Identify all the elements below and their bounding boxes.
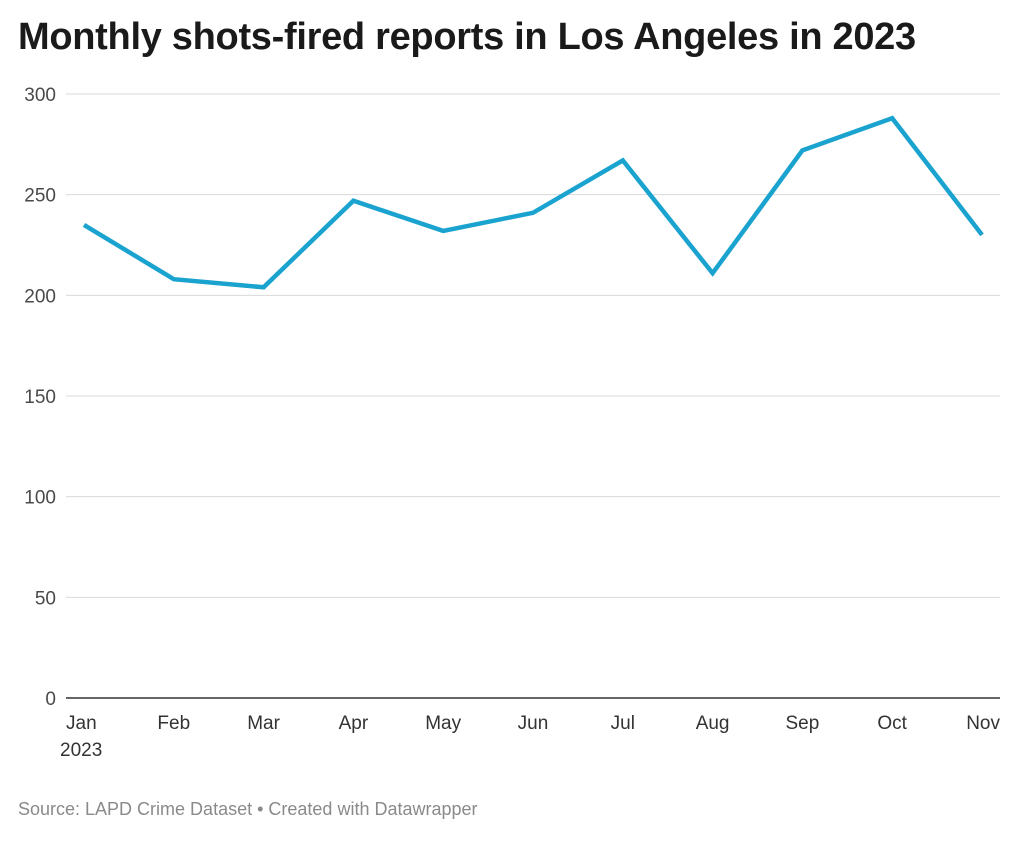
y-tick-label: 150 bbox=[24, 387, 56, 408]
series-lines bbox=[82, 115, 984, 290]
y-tick-label: 300 bbox=[24, 85, 56, 106]
x-tick-label: Jun bbox=[518, 713, 549, 734]
x-tick-label: Sep bbox=[785, 713, 819, 734]
x-tick-label: Feb bbox=[157, 713, 190, 734]
x-tick-label: Jul bbox=[611, 713, 635, 734]
footer-separator: • bbox=[252, 799, 269, 819]
x-tick-label: Mar bbox=[247, 713, 280, 734]
y-tick-label: 50 bbox=[35, 588, 56, 609]
credit-note: Created with Datawrapper bbox=[268, 799, 478, 819]
x-tick-label: Aug bbox=[696, 713, 730, 734]
gridlines bbox=[66, 93, 1000, 699]
x-tick-label: Nov bbox=[966, 713, 1000, 734]
y-tick-label: 100 bbox=[24, 488, 56, 509]
chart-footer: Source: LAPD Crime Dataset • Created wit… bbox=[18, 799, 478, 820]
x-tick-label: Apr bbox=[339, 713, 369, 734]
y-tick-label: 250 bbox=[24, 186, 56, 207]
x-axis-ticks: Jan 2023 Feb Mar Apr May Jun Jul Aug Sep Oct Nov bbox=[60, 713, 1000, 761]
series-line bbox=[82, 115, 984, 290]
y-tick-label: 200 bbox=[24, 286, 56, 307]
chart-title: Monthly shots-fired reports in Los Angel… bbox=[18, 16, 916, 58]
line-chart: 0 50 100 150 200 250 300 Jan 2023 Feb Mar Apr May Ju… bbox=[24, 85, 1000, 761]
y-axis-ticks: 0 50 100 150 200 250 300 bbox=[24, 85, 56, 710]
x-tick-sublabel: 2023 bbox=[60, 740, 102, 761]
x-tick-label: Jan bbox=[66, 713, 97, 734]
x-tick-label: May bbox=[425, 713, 461, 734]
y-tick-label: 0 bbox=[45, 689, 56, 710]
source-note: Source: LAPD Crime Dataset bbox=[18, 799, 253, 819]
x-tick-label: Oct bbox=[877, 713, 907, 734]
